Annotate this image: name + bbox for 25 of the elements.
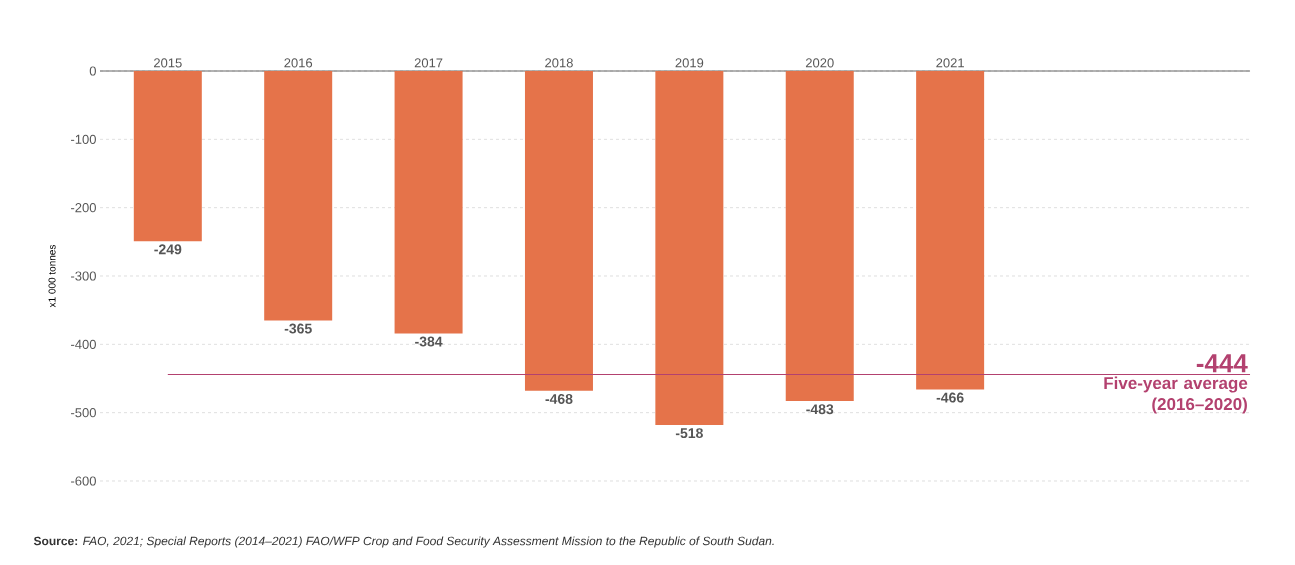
x-tick-label: 2017 bbox=[414, 58, 443, 68]
data-label: -468 bbox=[545, 393, 573, 404]
x-tick-label: 2019 bbox=[675, 58, 704, 68]
y-tick-label: -200 bbox=[71, 203, 96, 213]
data-label: -384 bbox=[415, 336, 443, 347]
data-label: -466 bbox=[936, 392, 964, 403]
y-tick-label: -100 bbox=[71, 134, 96, 144]
y-tick-label: -400 bbox=[71, 339, 96, 349]
text: Source: FAO, 2021; Special Reports (2014–2021) FAO/WFP Crop and Food Security Assessment Mission to the Republic of South Sudan. bbox=[33, 536, 774, 548]
ref-line-label: Five-year average (2016–2020) bbox=[1104, 376, 1248, 414]
data-label: -365 bbox=[284, 323, 312, 334]
y-tick-label: -600 bbox=[71, 476, 96, 486]
y-axis-title: x1 000 tonnes bbox=[48, 244, 56, 308]
x-tick-label: 2015 bbox=[154, 58, 182, 68]
x-tick-label: 2021 bbox=[936, 58, 964, 68]
x-tick-label: 2016 bbox=[284, 58, 313, 68]
x-tick-label: 2018 bbox=[545, 58, 573, 68]
data-label: -249 bbox=[154, 244, 182, 255]
x-tick-label: 2020 bbox=[805, 58, 834, 68]
y-tick-label: -300 bbox=[71, 271, 96, 281]
annotation: -444 bbox=[1196, 354, 1248, 373]
data-label: -483 bbox=[806, 404, 834, 415]
y-tick-label: -500 bbox=[71, 408, 96, 418]
data-label: -518 bbox=[675, 428, 703, 439]
y-tick-label: 0 bbox=[89, 66, 96, 76]
